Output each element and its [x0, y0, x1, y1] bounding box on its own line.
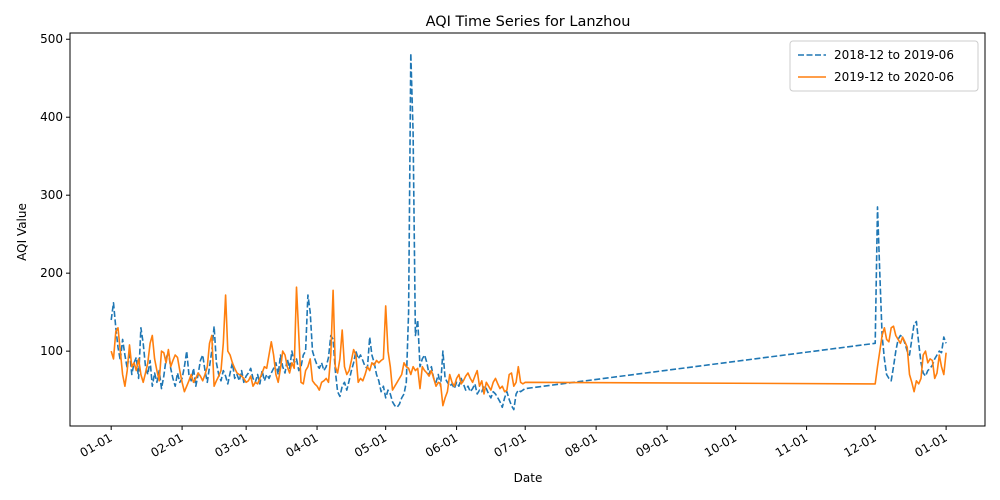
x-tick-label: 06-01	[423, 430, 460, 460]
plot-area	[110, 52, 947, 411]
y-tick-label: 200	[40, 266, 63, 280]
y-tick-label: 500	[40, 32, 63, 46]
plot-frame	[69, 32, 986, 427]
x-tick-label: 10-01	[702, 430, 739, 460]
y-axis-label: AQI Value	[15, 203, 29, 261]
x-tick-label: 03-01	[212, 430, 249, 460]
x-tick-label: 12-01	[841, 430, 878, 460]
series-line-2	[110, 286, 947, 407]
x-tick-label: 09-01	[633, 430, 670, 460]
x-tick-label: 11-01	[773, 430, 810, 460]
legend: 2018-12 to 2019-06 2019-12 to 2020-06	[789, 40, 979, 92]
x-tick-label: 02-01	[148, 430, 185, 460]
legend-label-2: 2019-12 to 2020-06	[834, 70, 954, 84]
chart-title: AQI Time Series for Lanzhou	[426, 14, 631, 30]
y-tick-label: 100	[40, 344, 63, 358]
x-tick-label: 01-01	[77, 430, 114, 460]
axes: 100 200 300 400 500 01-01 02-01 03-01 04-01 05-01…	[40, 32, 950, 460]
x-tick-label: 08-01	[562, 430, 599, 460]
x-tick-label: 04-01	[283, 430, 320, 460]
legend-box	[789, 40, 979, 92]
y-tick-label: 400	[40, 110, 63, 124]
x-axis-label: Date	[514, 471, 543, 485]
x-tick-label: 05-01	[352, 430, 389, 460]
x-tick-label: 07-01	[492, 430, 529, 460]
y-tick-label: 300	[40, 188, 63, 202]
x-tick-label: 01-01	[912, 430, 949, 460]
legend-label-1: 2018-12 to 2019-06	[834, 48, 954, 62]
series-line-1	[110, 52, 947, 411]
